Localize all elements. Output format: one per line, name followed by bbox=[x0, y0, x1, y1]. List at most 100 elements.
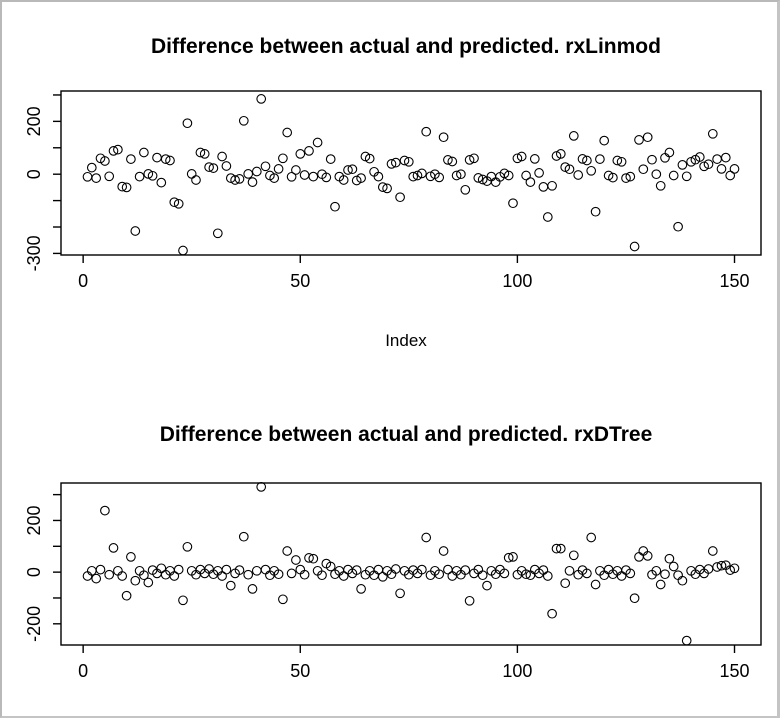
y-axis-tick-label: -300 bbox=[24, 235, 44, 271]
data-point bbox=[608, 172, 618, 183]
data-point bbox=[351, 565, 362, 575]
data-point bbox=[238, 531, 249, 542]
data-point bbox=[677, 160, 688, 170]
x-axis-tick-label: 100 bbox=[502, 661, 532, 681]
data-point bbox=[599, 135, 610, 146]
data-point bbox=[568, 131, 579, 141]
data-point bbox=[477, 570, 488, 581]
y-axis-tick-label: -200 bbox=[24, 606, 44, 642]
data-point bbox=[299, 170, 310, 180]
data-point bbox=[173, 564, 184, 575]
data-point bbox=[295, 149, 306, 159]
data-points bbox=[82, 482, 740, 646]
data-point bbox=[104, 171, 115, 182]
data-point bbox=[555, 149, 566, 159]
data-point bbox=[260, 564, 271, 575]
data-point bbox=[304, 553, 314, 563]
data-point bbox=[364, 153, 375, 164]
data-point bbox=[356, 584, 366, 594]
data-point bbox=[438, 132, 449, 143]
data-point bbox=[269, 173, 280, 183]
data-point bbox=[191, 175, 201, 185]
x-axis-tick-label: 150 bbox=[719, 661, 749, 681]
data-point bbox=[421, 532, 432, 543]
data-point bbox=[347, 164, 358, 175]
data-point bbox=[729, 563, 740, 574]
data-point bbox=[386, 159, 397, 169]
data-point bbox=[343, 165, 353, 175]
data-point bbox=[560, 578, 571, 589]
data-point bbox=[104, 569, 115, 580]
data-point bbox=[590, 206, 601, 217]
data-point bbox=[126, 552, 136, 562]
data-point bbox=[139, 147, 149, 158]
data-point bbox=[503, 170, 514, 181]
data-point bbox=[156, 177, 167, 188]
data-point bbox=[221, 564, 232, 575]
data-point bbox=[186, 169, 197, 179]
data-point bbox=[234, 565, 245, 575]
plot-box bbox=[60, 90, 762, 256]
data-point bbox=[434, 569, 445, 580]
data-point bbox=[564, 164, 575, 175]
data-point bbox=[490, 177, 501, 187]
data-point bbox=[390, 157, 401, 168]
data-point bbox=[694, 152, 705, 162]
data-point bbox=[582, 568, 592, 579]
data-point bbox=[456, 169, 466, 180]
data-point bbox=[707, 128, 718, 139]
data-point bbox=[221, 161, 232, 171]
data-point bbox=[377, 571, 388, 582]
data-point bbox=[621, 173, 631, 183]
x-axis-tick-label: 100 bbox=[502, 271, 532, 291]
data-point bbox=[373, 171, 384, 182]
data-point bbox=[382, 183, 392, 194]
data-point bbox=[377, 182, 388, 192]
data-point bbox=[725, 170, 736, 181]
data-point bbox=[282, 546, 293, 556]
data-point bbox=[443, 564, 453, 575]
data-point bbox=[286, 568, 297, 579]
data-point bbox=[655, 579, 666, 590]
data-point bbox=[356, 173, 366, 183]
data-point bbox=[464, 595, 475, 606]
data-point bbox=[577, 154, 588, 164]
data-point bbox=[165, 155, 175, 166]
data-point bbox=[117, 571, 128, 581]
data-points bbox=[82, 94, 740, 256]
data-point bbox=[460, 565, 471, 575]
data-point bbox=[182, 118, 193, 129]
data-point bbox=[586, 532, 597, 543]
chart-title-rxdtree: Difference between actual and predicted.… bbox=[160, 423, 653, 446]
data-point bbox=[681, 635, 692, 646]
data-point bbox=[317, 570, 327, 581]
data-point bbox=[521, 170, 531, 181]
data-point bbox=[291, 165, 301, 175]
data-point bbox=[100, 505, 110, 516]
data-point bbox=[308, 171, 319, 182]
data-point bbox=[139, 570, 149, 581]
data-point bbox=[417, 168, 427, 179]
data-point bbox=[412, 170, 423, 181]
data-point bbox=[595, 154, 605, 164]
x-axis-tick-label: 0 bbox=[78, 661, 88, 681]
data-point bbox=[469, 153, 479, 164]
data-point bbox=[121, 590, 132, 601]
data-point bbox=[113, 144, 123, 155]
data-point bbox=[725, 565, 736, 575]
data-point bbox=[204, 162, 214, 172]
data-point bbox=[716, 164, 727, 174]
x-axis-label-index: Index bbox=[385, 331, 427, 350]
data-point bbox=[321, 172, 332, 183]
data-point bbox=[625, 568, 636, 579]
data-point bbox=[156, 563, 167, 574]
data-point bbox=[555, 543, 566, 554]
data-point bbox=[729, 164, 740, 174]
data-point bbox=[707, 546, 718, 556]
data-point bbox=[169, 571, 180, 581]
data-point bbox=[477, 174, 488, 185]
data-point bbox=[143, 577, 154, 588]
data-point bbox=[642, 551, 653, 561]
data-point bbox=[108, 146, 119, 156]
